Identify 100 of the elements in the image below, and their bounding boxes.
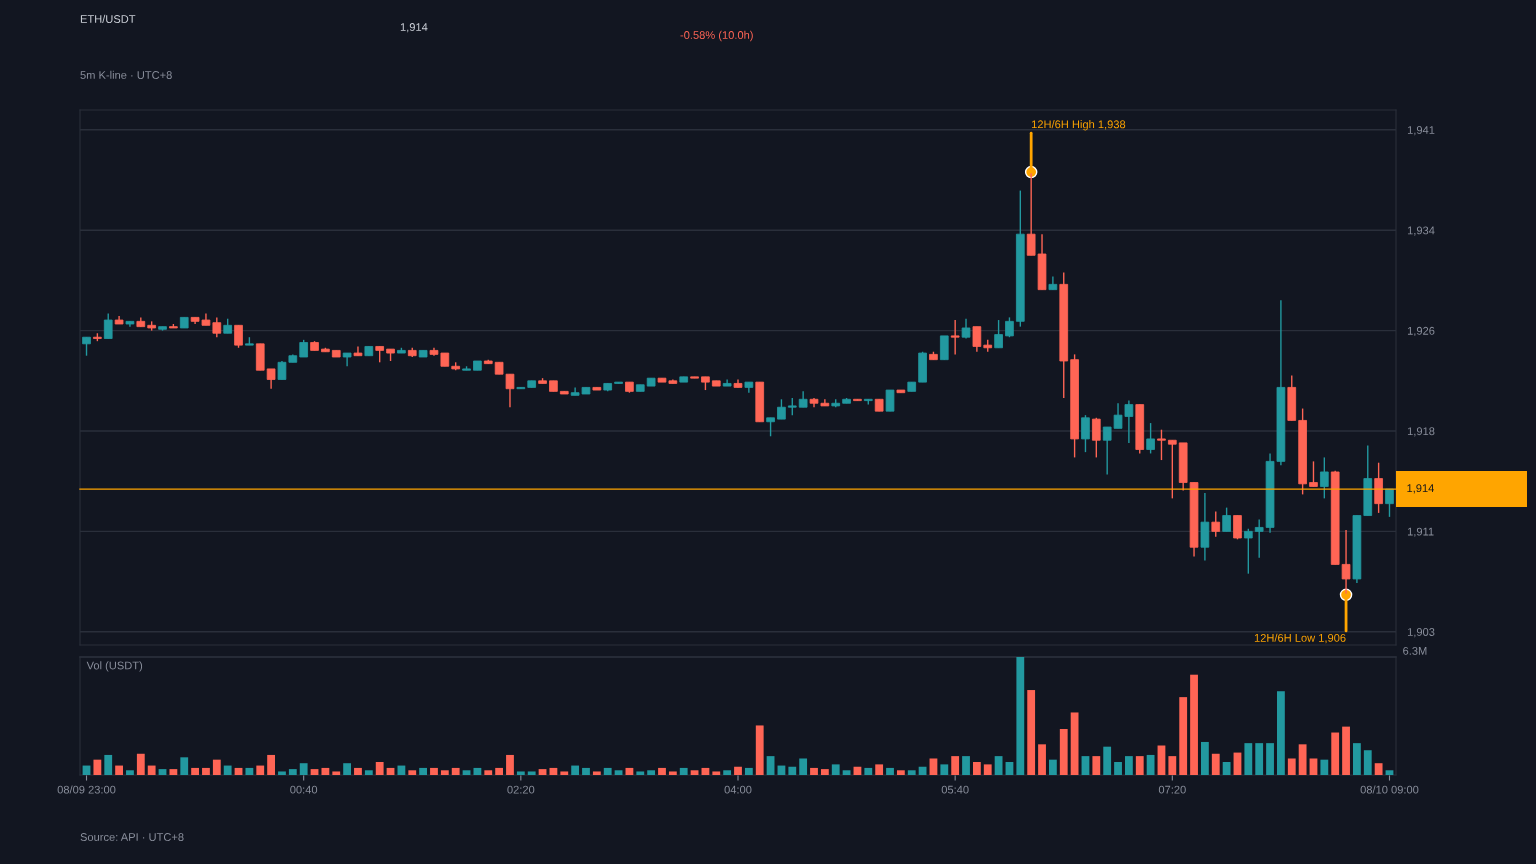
- bar: [473, 767, 482, 775]
- annotation: 12H/6H Low 1,906: [1254, 633, 1346, 644]
- candlestick: [1211, 510, 1221, 538]
- y-tick-label: 1,926: [1407, 326, 1435, 337]
- bar: [1048, 759, 1057, 775]
- candlestick: [1244, 528, 1253, 575]
- bar: [93, 759, 102, 775]
- x-tick-label: 00:40: [290, 785, 318, 794]
- bar: [712, 771, 721, 775]
- bar: [245, 767, 254, 775]
- bar: [875, 764, 884, 775]
- candlestick: [1167, 439, 1177, 500]
- bar: [810, 767, 818, 775]
- bar: [744, 767, 753, 775]
- bar: [864, 767, 873, 775]
- bar: [332, 771, 341, 775]
- bar: [983, 764, 992, 775]
- ref-line-label: 6.3M: [1403, 646, 1427, 655]
- bar: [256, 765, 265, 775]
- text: -0.58% (10.0h): [680, 30, 753, 42]
- bar: [690, 770, 699, 775]
- bar: [907, 770, 916, 775]
- bar: [972, 762, 981, 775]
- candlestick: [1146, 422, 1155, 455]
- bar: [440, 770, 449, 775]
- candlestick: [950, 319, 960, 356]
- bar: [169, 769, 178, 775]
- bar: [1038, 744, 1046, 775]
- bar: [538, 769, 547, 775]
- chart-title: ETH/USDT: [80, 14, 136, 23]
- bar: [723, 770, 732, 775]
- bar: [397, 765, 406, 775]
- bar: [1320, 759, 1329, 775]
- bar: [1331, 732, 1340, 775]
- bar: [1200, 741, 1209, 775]
- x-tick-label: 08/10 09:00: [1360, 785, 1419, 794]
- bar: [951, 756, 960, 775]
- bar: [321, 767, 330, 775]
- bar: [527, 771, 536, 775]
- y-tick-label: 1,911: [1407, 527, 1434, 537]
- bar: [408, 770, 417, 775]
- bar: [679, 767, 688, 775]
- candlestick: [777, 398, 786, 420]
- x-tick-label: 08/09 23:00: [57, 785, 116, 794]
- bar: [668, 771, 677, 775]
- bar: [1168, 756, 1177, 775]
- bar: [495, 767, 504, 775]
- bar: [343, 763, 352, 775]
- bar: [1135, 756, 1144, 775]
- bar: [842, 770, 851, 775]
- chart-title: Vol (USDT): [86, 661, 143, 672]
- candlestick: [266, 368, 276, 390]
- bar: [1385, 770, 1394, 775]
- bar: [310, 769, 319, 775]
- candlestick: [1222, 506, 1231, 533]
- bar: [560, 771, 569, 775]
- bar: [1363, 750, 1372, 775]
- bar: [147, 765, 156, 775]
- ref-line-label: 1,914: [1407, 484, 1435, 494]
- candlestick: [353, 345, 363, 357]
- bar: [734, 766, 742, 775]
- bar: [1266, 743, 1274, 775]
- bar: [136, 753, 145, 775]
- candlestick: [103, 312, 113, 340]
- bar: [1070, 712, 1079, 775]
- bar: [158, 769, 167, 775]
- bar: [1005, 762, 1014, 775]
- candlestick: [1385, 488, 1394, 518]
- bar: [582, 767, 590, 775]
- bar: [1059, 728, 1068, 775]
- y-tick-label: 1,918: [1407, 427, 1435, 437]
- bar: [430, 767, 438, 775]
- x-tick-label: 04:00: [724, 785, 752, 794]
- bar: [886, 767, 894, 775]
- candlestick: [82, 336, 91, 357]
- candlestick: [994, 319, 1003, 349]
- bar: [484, 770, 493, 775]
- bar: [788, 766, 797, 775]
- candlestick: [961, 318, 971, 340]
- bar: [1124, 756, 1133, 775]
- candlestick: [234, 324, 243, 349]
- bar: [603, 767, 612, 775]
- bar: [1146, 754, 1155, 775]
- source-note: Source: API · UTC+8: [80, 833, 184, 841]
- bar: [104, 754, 113, 775]
- candlestick: [1157, 428, 1166, 461]
- bar: [451, 767, 460, 775]
- bar: [516, 771, 525, 775]
- y-tick-label: 1,934: [1407, 226, 1435, 236]
- bar: [180, 757, 189, 775]
- bar: [929, 758, 938, 775]
- bar: [375, 762, 384, 775]
- candlestick: [885, 389, 895, 412]
- bar: [962, 756, 970, 775]
- bar: [799, 758, 808, 775]
- bar: [364, 770, 373, 775]
- bar: [212, 759, 221, 775]
- bar: [1081, 756, 1090, 775]
- bar: [571, 765, 580, 775]
- text: 1,914: [400, 23, 428, 33]
